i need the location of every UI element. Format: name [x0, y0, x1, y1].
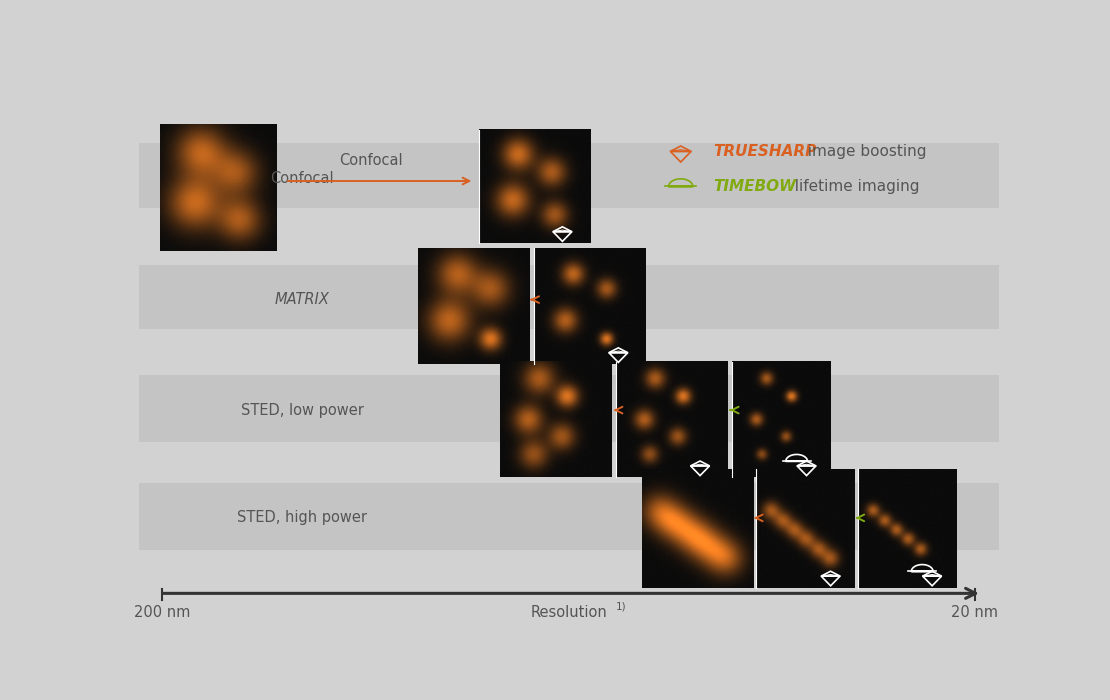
Text: Confocal: Confocal — [271, 171, 334, 186]
Bar — [616, 362, 728, 477]
Text: MATRIX: MATRIX — [275, 292, 330, 307]
Text: TIMEBOW: TIMEBOW — [714, 179, 796, 194]
Bar — [139, 375, 999, 442]
Text: Confocal: Confocal — [340, 153, 403, 167]
Text: image boosting: image boosting — [798, 144, 926, 159]
Bar — [756, 470, 856, 588]
Bar — [642, 470, 754, 588]
Bar — [139, 144, 999, 208]
Text: TRUESHARP: TRUESHARP — [714, 144, 817, 159]
Bar — [160, 125, 276, 251]
Text: Resolution: Resolution — [531, 606, 607, 620]
Bar — [418, 248, 531, 364]
Text: 20 nm: 20 nm — [951, 606, 998, 620]
Text: STED, high power: STED, high power — [238, 510, 367, 526]
Bar — [478, 130, 591, 243]
Text: lifetime imaging: lifetime imaging — [785, 179, 919, 194]
Text: STED, low power: STED, low power — [241, 402, 364, 418]
Bar — [733, 362, 831, 477]
Bar — [535, 248, 646, 364]
Bar — [139, 483, 999, 550]
Text: 1): 1) — [616, 602, 627, 612]
Bar — [500, 362, 612, 477]
Bar — [139, 265, 999, 329]
Text: 200 nm: 200 nm — [134, 606, 190, 620]
Bar — [858, 470, 957, 588]
